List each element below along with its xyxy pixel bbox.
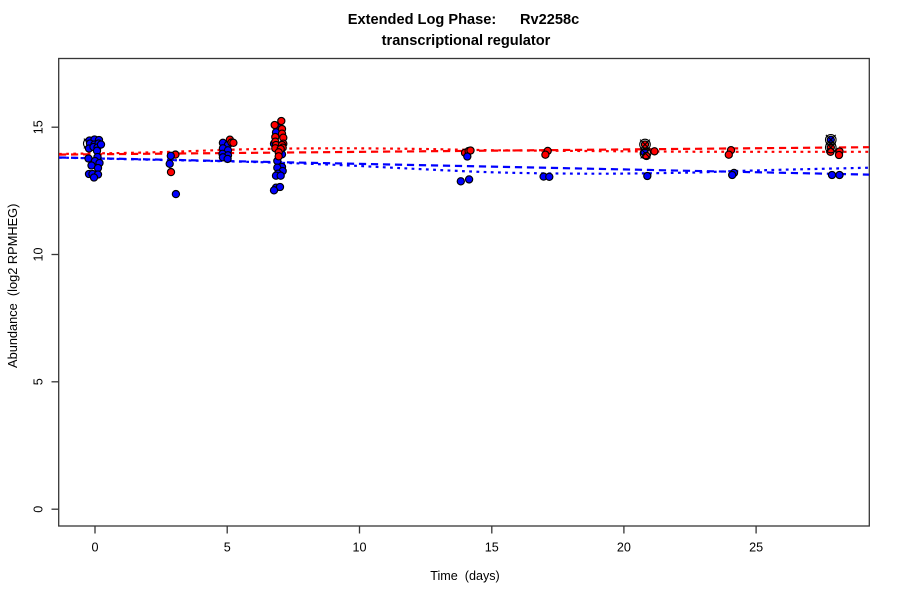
- svg-text:25: 25: [749, 541, 763, 555]
- svg-text:Time (days): Time (days): [430, 569, 500, 583]
- svg-text:0: 0: [32, 506, 46, 513]
- svg-text:15: 15: [32, 120, 46, 134]
- svg-text:Extended Log Phase:: Extended Log Phase:: [348, 12, 496, 28]
- svg-text:Rv2258c: Rv2258c: [520, 12, 579, 28]
- svg-text:5: 5: [224, 541, 231, 555]
- svg-text:transcriptional regulator: transcriptional regulator: [382, 33, 551, 49]
- svg-text:10: 10: [352, 541, 366, 555]
- svg-text:5: 5: [32, 378, 46, 385]
- svg-text:20: 20: [617, 541, 631, 555]
- svg-text:10: 10: [32, 247, 46, 261]
- svg-text:Abundance (log2 RPMHEG): Abundance (log2 RPMHEG): [5, 204, 20, 368]
- svg-text:15: 15: [485, 541, 499, 555]
- svg-text:0: 0: [91, 541, 98, 555]
